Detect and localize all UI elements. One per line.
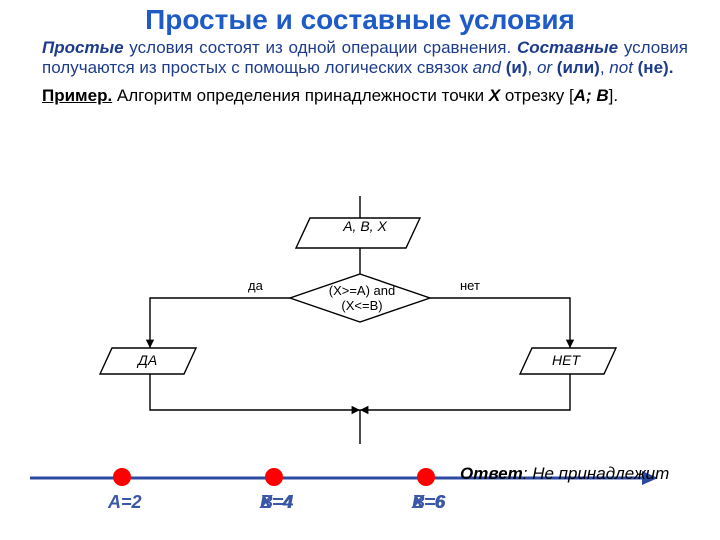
fc-input-label: A, B, X [330, 218, 400, 234]
fc-yes-label: да [248, 278, 263, 293]
answer-body: : Не принадлежит [523, 464, 670, 483]
nl-dot-0 [113, 468, 131, 486]
intro-bold2: Составные [517, 38, 618, 57]
fc-no-label: нет [460, 278, 480, 293]
title-text: Простые и составные условия [145, 4, 575, 35]
intro-seg1: условия состоят из одной операции сравне… [124, 38, 517, 57]
intro-sep1: , [528, 58, 537, 77]
fc-left-down [150, 374, 360, 410]
nl-label-1: B=4X=4 [260, 492, 293, 513]
example-X: X [489, 86, 500, 105]
fc-right-box-label: НЕТ [552, 352, 580, 368]
intro-not-ru: (не). [633, 58, 674, 77]
intro-and: and [473, 58, 501, 77]
intro-or-ru: (или) [552, 58, 600, 77]
number-line: A=2 B=4X=4 B=6X=6 Ответ: Не принадлежит [30, 480, 690, 524]
intro-not: not [609, 58, 633, 77]
intro-paragraph: Простые условия состоят из одной операци… [0, 36, 720, 78]
example-t3: ]. [609, 86, 618, 105]
intro-sep2: , [600, 58, 609, 77]
nl-label-2: B=6X=6 [412, 492, 445, 513]
flowchart: A, B, X (X>=A) and (X<=B) да нет ДА НЕТ [0, 196, 720, 456]
nl-dot-1 [265, 468, 283, 486]
intro-bold1: Простые [42, 38, 124, 57]
flowchart-svg [0, 196, 720, 456]
example-AB: A; B [574, 86, 609, 105]
example-lead: Пример. [42, 86, 112, 105]
answer-lead: Ответ [460, 464, 523, 483]
fc-right-down [360, 374, 570, 410]
intro-and-ru: (и) [501, 58, 528, 77]
example-t2: отрезку [ [500, 86, 574, 105]
example-paragraph: Пример. Алгоритм определения принадлежно… [0, 78, 720, 106]
example-t1: Алгоритм определения принадлежности точк… [112, 86, 489, 105]
fc-left-box-label: ДА [138, 352, 157, 368]
page-title: Простые и составные условия [0, 0, 720, 36]
intro-or: or [537, 58, 552, 77]
nl-dot-2 [417, 468, 435, 486]
fc-right-path [430, 298, 570, 348]
nl-label-0: A=2 [108, 492, 142, 513]
answer-text: Ответ: Не принадлежит [460, 464, 669, 484]
fc-left-path [150, 298, 290, 348]
fc-decision-label: (X>=A) and (X<=B) [314, 283, 410, 313]
